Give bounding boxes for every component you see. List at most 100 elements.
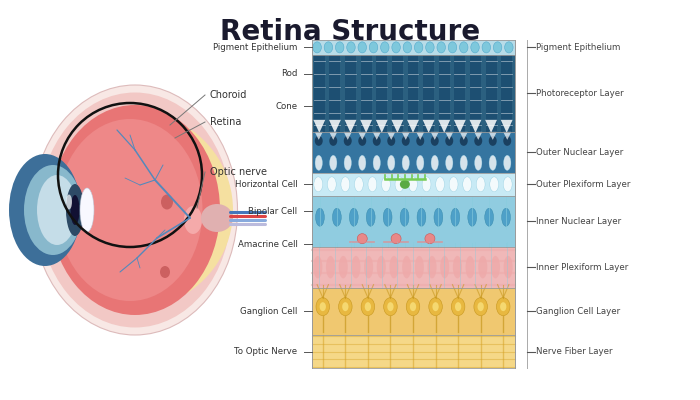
Ellipse shape <box>373 155 380 170</box>
Ellipse shape <box>395 177 404 192</box>
Bar <box>439 55 449 132</box>
Ellipse shape <box>24 165 82 255</box>
Ellipse shape <box>201 204 233 232</box>
Text: Rod: Rod <box>281 69 298 78</box>
Ellipse shape <box>406 298 420 316</box>
Ellipse shape <box>468 208 477 226</box>
Ellipse shape <box>430 136 439 146</box>
Ellipse shape <box>370 42 378 53</box>
Ellipse shape <box>503 136 511 146</box>
Ellipse shape <box>455 302 461 311</box>
Ellipse shape <box>80 188 94 232</box>
Ellipse shape <box>403 42 412 53</box>
Bar <box>312 173 514 196</box>
Ellipse shape <box>453 256 462 278</box>
Ellipse shape <box>387 136 395 146</box>
Ellipse shape <box>9 154 81 266</box>
Bar <box>377 55 387 132</box>
Polygon shape <box>485 120 497 133</box>
Ellipse shape <box>500 302 506 311</box>
Ellipse shape <box>364 256 373 278</box>
Ellipse shape <box>449 177 458 192</box>
Ellipse shape <box>314 177 323 192</box>
Bar <box>345 55 356 132</box>
Ellipse shape <box>351 256 360 278</box>
Bar <box>501 55 512 132</box>
Ellipse shape <box>505 42 513 53</box>
Ellipse shape <box>324 42 332 53</box>
Text: Pigment Epithelium: Pigment Epithelium <box>536 43 621 52</box>
Ellipse shape <box>161 194 173 210</box>
Ellipse shape <box>502 208 510 226</box>
Bar <box>312 288 514 335</box>
Ellipse shape <box>313 42 321 53</box>
Ellipse shape <box>451 208 460 226</box>
Ellipse shape <box>358 136 366 146</box>
Ellipse shape <box>463 177 472 192</box>
Ellipse shape <box>425 234 435 244</box>
Ellipse shape <box>475 136 482 146</box>
Polygon shape <box>329 132 337 140</box>
Ellipse shape <box>484 208 494 226</box>
Bar <box>407 55 419 132</box>
Bar <box>454 55 466 132</box>
Bar <box>312 40 514 55</box>
Polygon shape <box>445 132 454 140</box>
Bar <box>312 55 514 132</box>
Ellipse shape <box>452 298 465 316</box>
Ellipse shape <box>459 42 468 53</box>
Ellipse shape <box>335 42 344 53</box>
Ellipse shape <box>477 302 484 311</box>
Polygon shape <box>329 120 341 133</box>
Bar <box>392 55 402 132</box>
Ellipse shape <box>417 208 426 226</box>
Bar <box>330 55 340 132</box>
Polygon shape <box>360 120 372 133</box>
Ellipse shape <box>384 298 397 316</box>
Text: To Optic Nerve: To Optic Nerve <box>234 347 298 356</box>
Ellipse shape <box>402 136 409 146</box>
Ellipse shape <box>475 155 482 170</box>
Ellipse shape <box>365 302 371 311</box>
Ellipse shape <box>489 155 496 170</box>
Polygon shape <box>454 120 466 133</box>
Ellipse shape <box>414 42 423 53</box>
Ellipse shape <box>377 256 386 278</box>
Polygon shape <box>344 132 352 140</box>
Ellipse shape <box>184 206 202 234</box>
Ellipse shape <box>361 298 374 316</box>
Polygon shape <box>460 132 468 140</box>
Text: Inner Plexiform Layer: Inner Plexiform Layer <box>536 263 629 272</box>
Ellipse shape <box>39 92 231 328</box>
Ellipse shape <box>342 302 349 311</box>
Ellipse shape <box>503 155 511 170</box>
Ellipse shape <box>503 177 512 192</box>
Ellipse shape <box>66 194 72 210</box>
Text: Ganglion Cell: Ganglion Cell <box>240 307 298 316</box>
Ellipse shape <box>344 136 351 146</box>
Ellipse shape <box>422 177 431 192</box>
Bar <box>360 55 372 132</box>
Ellipse shape <box>435 177 444 192</box>
Wedge shape <box>135 121 233 299</box>
Ellipse shape <box>400 208 409 226</box>
Bar <box>312 247 514 288</box>
Ellipse shape <box>460 155 468 170</box>
Polygon shape <box>489 132 497 140</box>
Ellipse shape <box>471 42 480 53</box>
Text: Pigment Epithelium: Pigment Epithelium <box>213 43 298 52</box>
Ellipse shape <box>358 42 367 53</box>
Bar <box>312 132 514 173</box>
Ellipse shape <box>346 42 355 53</box>
Ellipse shape <box>409 177 417 192</box>
Text: Retina: Retina <box>210 117 242 127</box>
Polygon shape <box>407 120 419 133</box>
Ellipse shape <box>328 177 336 192</box>
Ellipse shape <box>402 155 409 170</box>
Text: Retina Structure: Retina Structure <box>220 18 480 46</box>
Ellipse shape <box>358 155 366 170</box>
Ellipse shape <box>32 85 237 335</box>
Ellipse shape <box>368 177 377 192</box>
Ellipse shape <box>431 155 438 170</box>
Ellipse shape <box>474 298 487 316</box>
